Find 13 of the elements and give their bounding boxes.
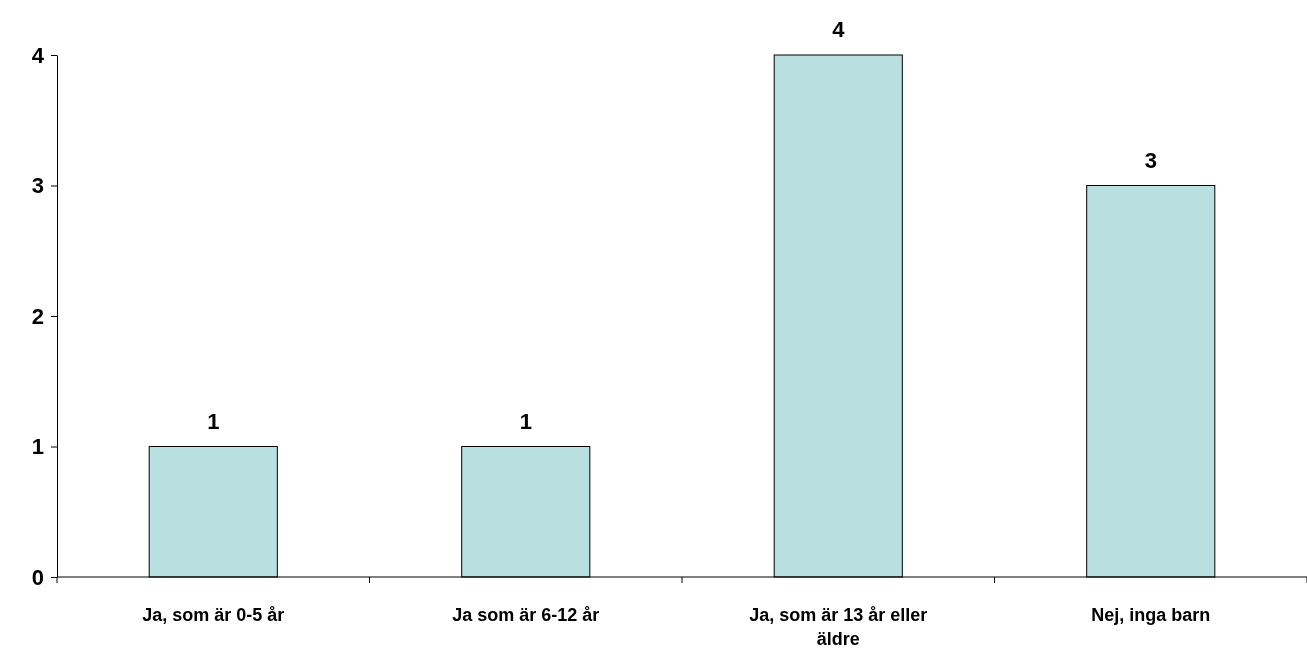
y-tick-label: 1 [31,434,44,460]
x-tick-label: Ja, som är 13 år eller äldre [749,605,928,649]
x-tick-label: Nej, inga barn [1091,605,1211,625]
y-tick-label: 0 [31,564,44,590]
data-label: 3 [1144,147,1157,173]
y-tick-label: 4 [31,42,45,68]
y-tick-label: 3 [31,173,44,199]
x-tick-label: Ja, som är 0-5 år [142,605,285,625]
data-label: 4 [832,17,846,42]
x-tick-label: Ja som är 6-12 år [452,605,600,625]
data-label: 1 [519,408,532,434]
y-tick-label: 2 [31,303,44,329]
data-label: 1 [207,408,220,434]
